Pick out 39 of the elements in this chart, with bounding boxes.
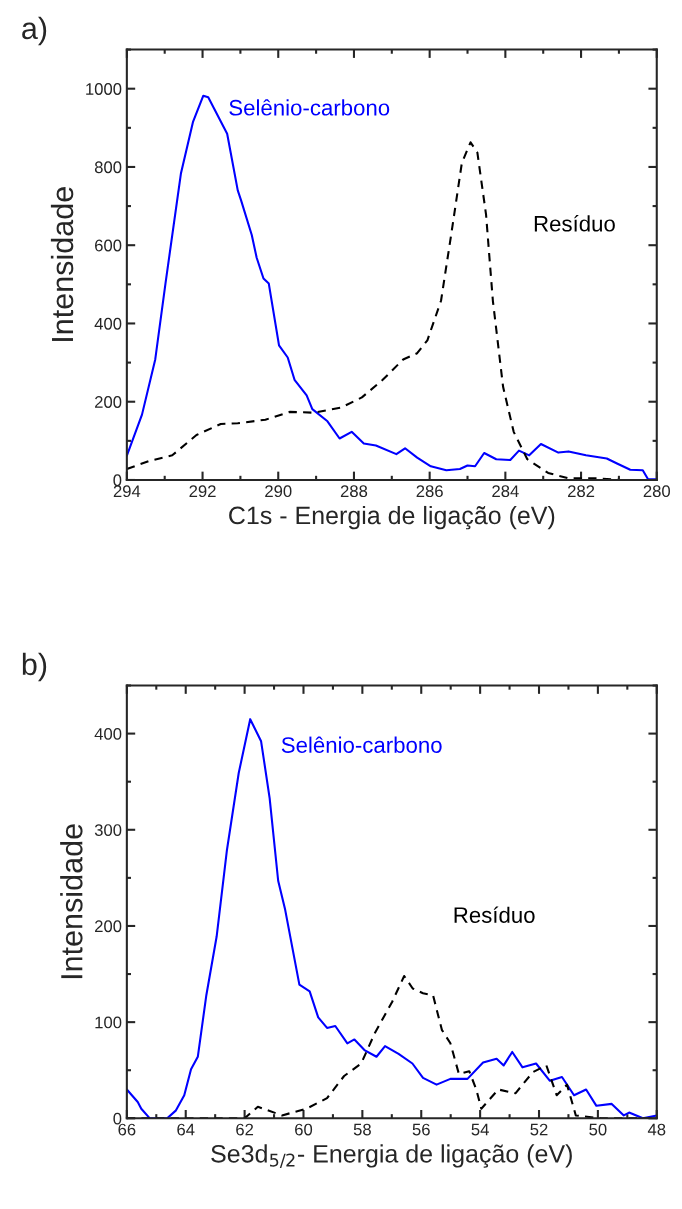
series-label: Selênio-carbono (281, 736, 442, 753)
x-tick-label: 290 (265, 485, 292, 498)
x-tick-label: 48 (647, 1123, 666, 1136)
x-tick-label: 294 (113, 485, 141, 498)
x-tick-label: 58 (353, 1123, 371, 1136)
series-label: Selênio-carbono (229, 99, 390, 116)
x-tick-label: 52 (530, 1123, 548, 1136)
x-tick-label: 66 (118, 1123, 136, 1136)
text: b) (22, 652, 47, 682)
x-tick-label: 284 (492, 485, 519, 498)
y-tick-label: 100 (95, 1016, 122, 1029)
text: a) (22, 16, 47, 46)
x-tick-label: 64 (177, 1123, 195, 1136)
x-tick-label: 60 (295, 1123, 313, 1136)
x-axis-title: C1s - Energia de ligação (eV) (229, 505, 555, 530)
x-tick-label: 50 (589, 1123, 607, 1136)
y-tick-label: 300 (94, 824, 122, 836)
y-tick-label: 600 (95, 239, 122, 252)
x-tick-label: 288 (340, 485, 368, 498)
y-tick-label: 800 (94, 161, 122, 174)
y-tick-label: 200 (95, 920, 122, 933)
y-tick-label: 400 (94, 728, 122, 740)
y-tick-label: 200 (95, 396, 122, 408)
y-tick-label: 0 (113, 1112, 122, 1125)
x-tick-label: 286 (416, 485, 443, 498)
y-tick-label: 1000 (86, 83, 122, 95)
x-tick-label: 280 (643, 485, 671, 498)
x-tick-label: 54 (471, 1123, 489, 1136)
y-tick-label: 400 (94, 317, 122, 330)
x-tick-label: 292 (189, 485, 216, 498)
x-tick-label: 56 (412, 1123, 430, 1136)
y-tick-label: 0 (113, 474, 122, 487)
y-axis-title: Intensidade (60, 824, 83, 979)
text: Resíduo (454, 906, 535, 923)
y-axis-title: Intensidade (50, 187, 74, 341)
x-tick-label: 282 (568, 485, 595, 498)
x-tick-label: 62 (236, 1123, 254, 1136)
text: Resíduo (534, 215, 615, 232)
x-axis-title: Se3d$_{5/2}$- Energia de ligação (eV) (211, 1144, 572, 1169)
